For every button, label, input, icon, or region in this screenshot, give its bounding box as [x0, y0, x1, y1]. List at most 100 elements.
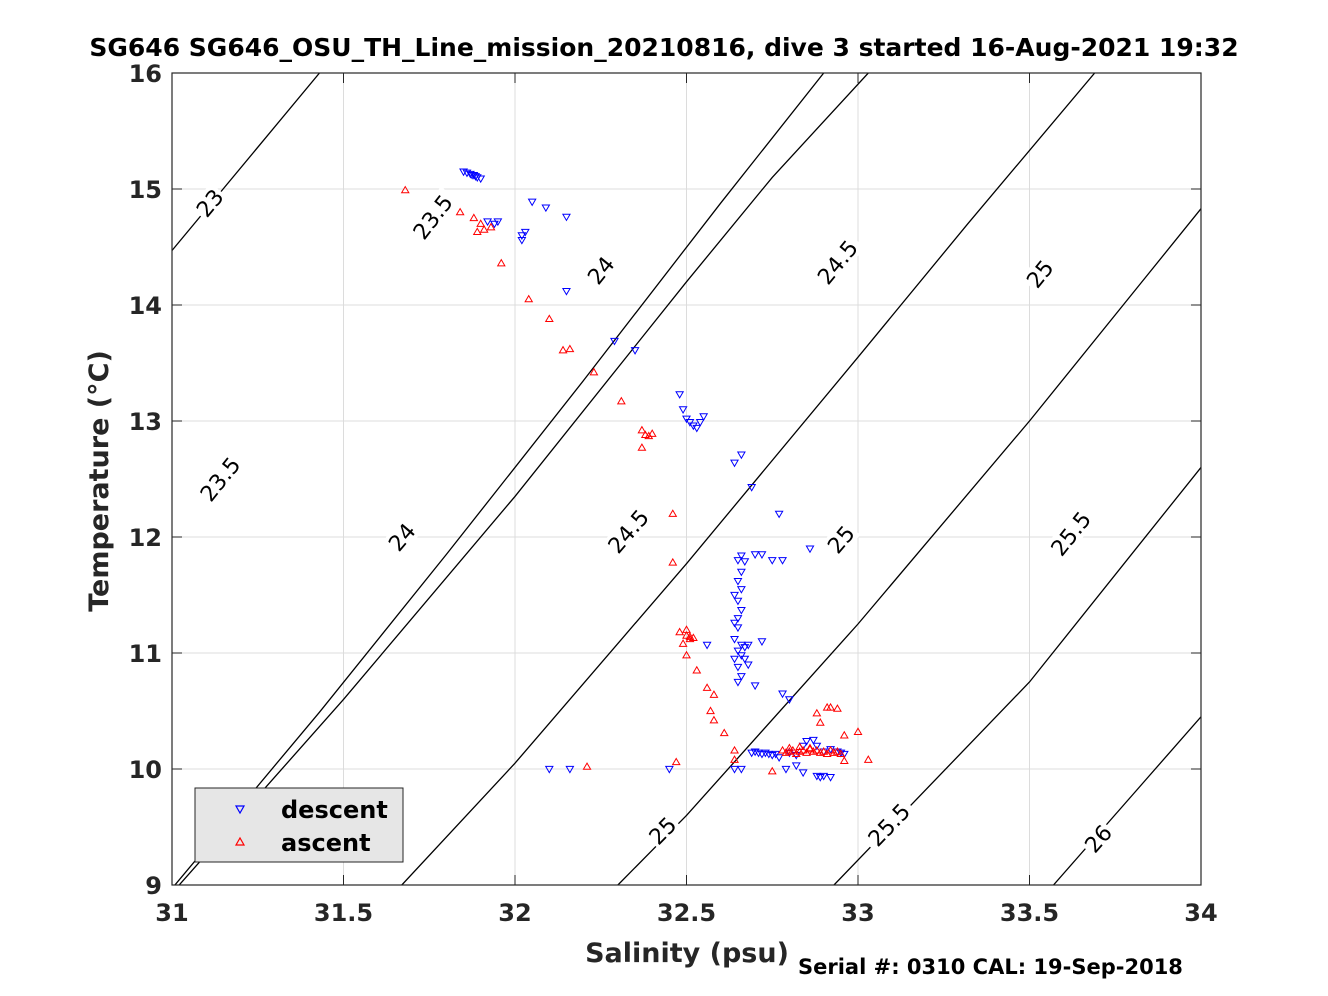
contour-line [178, 73, 869, 885]
ascent-point [678, 639, 688, 647]
ascent-point [832, 747, 842, 755]
descent-point [802, 738, 812, 746]
contour-label-bg [809, 232, 866, 293]
y-axis-label: Temperature (°C) [84, 350, 115, 612]
descent-point [483, 218, 493, 227]
ascent-point [791, 749, 801, 758]
contour-label-bg [192, 448, 248, 510]
ascent-point [839, 756, 849, 764]
x-tick-label: 33 [841, 899, 874, 927]
ascent-point [675, 627, 685, 636]
descent-point [736, 451, 746, 460]
ascent-point [558, 345, 568, 354]
ascent-point [524, 294, 534, 303]
descent-point [774, 510, 784, 519]
legend: descent ascent [194, 787, 404, 863]
ascent-point [788, 745, 798, 754]
ascent-point [637, 443, 647, 451]
descent-point [743, 661, 753, 670]
y-tick-label: 13 [129, 408, 162, 436]
ascent-point [706, 706, 715, 715]
contour-line [401, 73, 1096, 885]
descent-point [730, 459, 739, 468]
descent-point [730, 765, 739, 774]
ascent-point [682, 650, 691, 659]
descent-point [757, 638, 767, 646]
ascent-point [668, 557, 678, 566]
legend-ascent-label: ascent [281, 829, 371, 857]
ascent-point [836, 749, 846, 758]
descent-point [493, 218, 503, 227]
y-tick-label: 9 [145, 872, 162, 900]
ascent-point [781, 748, 791, 756]
ascent-point [544, 314, 554, 323]
x-tick-label: 31 [155, 899, 188, 927]
contour-line [172, 73, 320, 251]
descent-point [733, 557, 743, 565]
contour-label-bg [581, 250, 621, 291]
ascent-point [730, 745, 739, 754]
descent-point [736, 641, 746, 650]
ascent-point [719, 728, 729, 737]
contour-line [1053, 716, 1201, 885]
contour-label-bg [405, 186, 460, 248]
descent-point [778, 557, 788, 565]
ascent-point [863, 755, 873, 763]
descent-point [459, 168, 469, 177]
ascent-point [812, 745, 822, 754]
descent-point [702, 641, 712, 650]
ascent-point [819, 747, 829, 755]
ascent-point [709, 690, 719, 698]
ascent-point [565, 344, 575, 353]
descent-point [733, 647, 743, 656]
descent-point [561, 213, 571, 222]
ascent-point [616, 396, 626, 405]
descent-point [743, 641, 753, 650]
descent-point [730, 655, 739, 664]
legend-box [194, 787, 404, 863]
legend-ascent-marker [234, 836, 246, 846]
descent-point [839, 750, 849, 759]
ascent-point [805, 744, 815, 753]
descent-point [561, 287, 571, 296]
descent-point [675, 391, 685, 399]
x-tick-label: 33.5 [1000, 899, 1059, 927]
data-points [400, 168, 873, 782]
ascent-point [795, 747, 805, 755]
descent-point [469, 171, 479, 180]
ascent-point [709, 715, 719, 724]
descent-point [733, 615, 743, 623]
descent-point [541, 204, 551, 213]
ascent-point [644, 431, 654, 440]
legend-descent-label: descent [281, 796, 388, 824]
ascent-point [582, 762, 592, 770]
descent-point [733, 597, 743, 606]
descent-point [764, 750, 774, 759]
descent-point [610, 337, 619, 346]
contour-line [174, 73, 825, 885]
ascent-point [469, 213, 479, 222]
contour-label-bg [190, 182, 230, 223]
ascent-point [832, 704, 842, 712]
descent-point [740, 644, 750, 652]
ascent-point [637, 425, 647, 434]
descent-point [736, 586, 746, 594]
contour-label-bg [821, 519, 861, 560]
ascent-point [730, 755, 739, 763]
y-tick-label: 16 [129, 60, 162, 88]
descent-point [774, 754, 784, 762]
descent-point [750, 748, 760, 757]
ascent-point [692, 665, 702, 674]
ascent-point [826, 702, 836, 711]
descent-point [781, 765, 791, 774]
ascent-point [479, 225, 489, 233]
ascent-point [472, 227, 482, 236]
descent-point [476, 175, 486, 184]
ascent-point [805, 743, 815, 752]
ascent-point [685, 634, 695, 643]
descent-point [760, 749, 770, 758]
descent-point [517, 236, 527, 245]
descent-point [730, 635, 739, 644]
descent-point [754, 749, 763, 758]
